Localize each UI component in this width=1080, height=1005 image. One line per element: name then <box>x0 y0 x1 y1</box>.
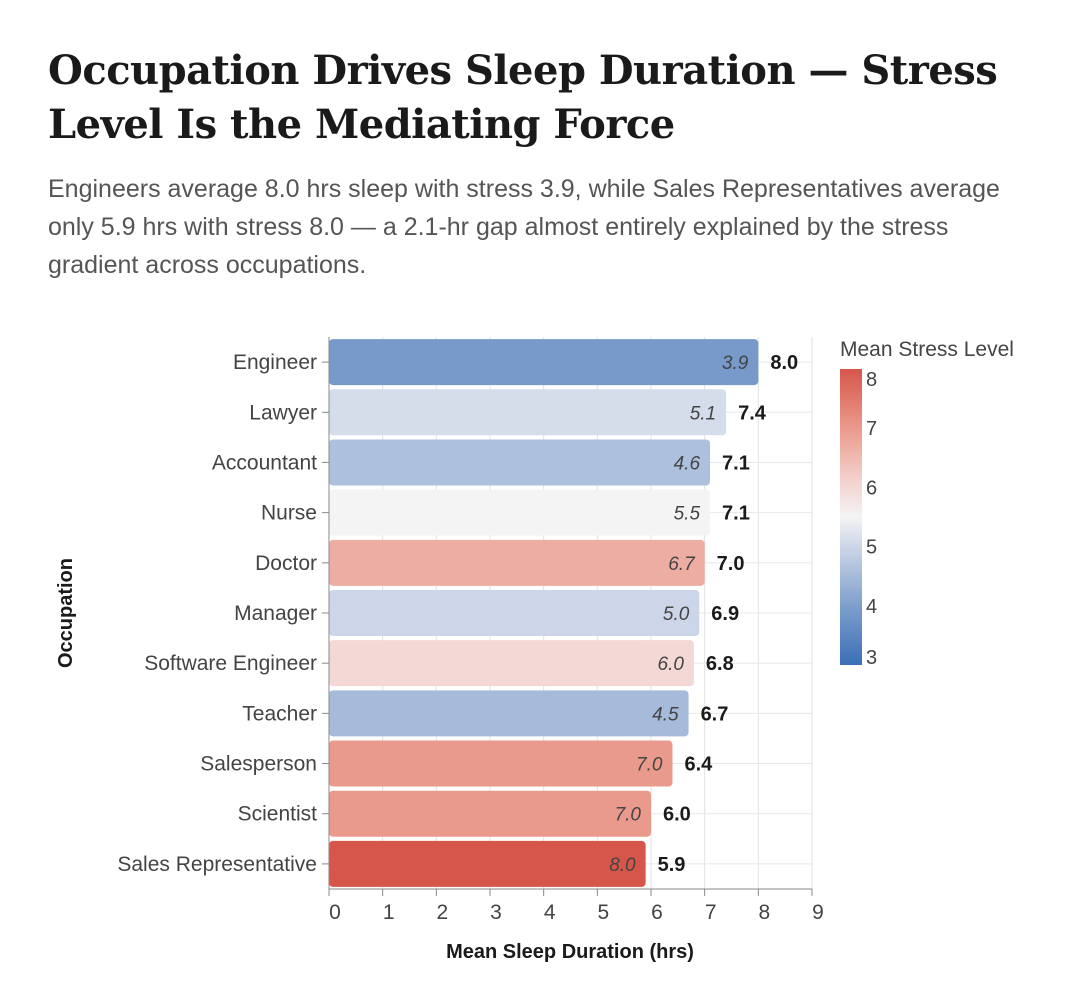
legend-tick-label-0: 8 <box>866 369 877 391</box>
value-label-7: 6.7 <box>701 703 729 725</box>
bar-3 <box>329 489 711 536</box>
category-label-9: Scientist <box>238 803 318 826</box>
bar-6 <box>329 640 694 687</box>
bar-4 <box>329 539 705 586</box>
stress-label-6: 6.0 <box>658 654 685 675</box>
x-tick-label-3: 3 <box>490 901 502 924</box>
category-label-2: Accountant <box>212 451 317 474</box>
x-tick-label-2: 2 <box>436 901 448 924</box>
stress-label-10: 8.0 <box>609 855 636 876</box>
bar-2 <box>329 439 711 486</box>
category-label-6: Software Engineer <box>144 652 317 675</box>
value-label-4: 7.0 <box>717 553 745 575</box>
axes: Engineer Lawyer Accountant Nurse Doctor Manag… <box>117 337 824 924</box>
chart-subtitle: Engineers average 8.0 hrs sleep with str… <box>48 175 1000 279</box>
y-axis-label: Occupation <box>55 558 77 668</box>
chart-title: Occupation Drives Sleep Duration — Stres… <box>48 47 998 148</box>
legend-tick-label-4: 4 <box>866 596 877 618</box>
legend-color-ramp <box>840 369 862 665</box>
value-label-0: 8.0 <box>770 352 798 374</box>
bar-0 <box>329 339 759 386</box>
x-tick-label-6: 6 <box>651 901 663 924</box>
x-tick-label-5: 5 <box>597 901 609 924</box>
bar-9 <box>329 790 651 837</box>
x-tick-label-7: 7 <box>705 901 717 924</box>
category-label-7: Teacher <box>242 702 317 725</box>
legend-tick-label-5: 3 <box>866 647 877 669</box>
x-tick-label-1: 1 <box>383 901 395 924</box>
category-label-8: Salesperson <box>200 753 317 776</box>
stress-label-3: 5.5 <box>674 504 701 525</box>
bar-10 <box>329 840 646 887</box>
stress-label-7: 4.5 <box>652 704 679 725</box>
stress-label-0: 3.9 <box>722 353 749 374</box>
value-label-2: 7.1 <box>722 452 750 474</box>
legend-tick-label-3: 5 <box>866 537 877 559</box>
category-label-5: Manager <box>234 602 317 625</box>
value-label-8: 6.4 <box>684 754 713 776</box>
x-axis-label: Mean Sleep Duration (hrs) <box>446 941 694 963</box>
stress-label-2: 4.6 <box>674 453 701 474</box>
category-label-1: Lawyer <box>249 401 317 424</box>
stress-label-4: 6.7 <box>668 554 696 575</box>
x-tick-label-9: 9 <box>812 901 824 924</box>
category-label-4: Doctor <box>255 552 317 575</box>
value-label-5: 6.9 <box>711 603 739 625</box>
category-label-3: Nurse <box>261 502 317 525</box>
bar-8 <box>329 740 673 787</box>
x-tick-label-4: 4 <box>544 901 556 924</box>
value-label-10: 5.9 <box>658 854 686 876</box>
stress-label-8: 7.0 <box>636 755 663 776</box>
bar-5 <box>329 590 700 636</box>
value-label-3: 7.1 <box>722 503 750 525</box>
bar-7 <box>329 690 689 737</box>
bar-1 <box>329 389 727 436</box>
legend: Mean Stress Level 8 7 6 5 4 3 <box>840 338 1014 669</box>
x-tick-label-8: 8 <box>758 901 770 924</box>
stress-label-5: 5.0 <box>663 604 690 625</box>
value-label-1: 7.4 <box>738 402 767 424</box>
x-tick-label-0: 0 <box>329 901 341 924</box>
legend-tick-label-2: 6 <box>866 477 877 499</box>
bars: 3.9 8.0 5.1 7.4 4.6 7.1 5.5 7.1 6.7 7.0 5.0 6.9 6.0 6… <box>329 339 798 887</box>
legend-tick-label-1: 7 <box>866 418 877 440</box>
legend-title: Mean Stress Level <box>840 338 1014 361</box>
value-label-6: 6.8 <box>706 653 734 675</box>
stress-label-1: 5.1 <box>690 403 716 424</box>
category-label-10: Sales Representative <box>117 853 317 876</box>
value-label-9: 6.0 <box>663 804 691 826</box>
category-label-0: Engineer <box>233 351 317 374</box>
stress-label-9: 7.0 <box>615 805 642 826</box>
